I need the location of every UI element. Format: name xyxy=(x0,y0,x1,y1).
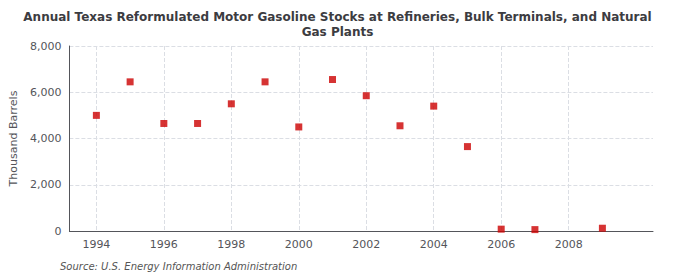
svg-text:6,000: 6,000 xyxy=(30,86,62,99)
svg-text:1994: 1994 xyxy=(82,238,110,251)
svg-text:2006: 2006 xyxy=(487,238,515,251)
svg-text:2,000: 2,000 xyxy=(30,178,62,191)
svg-text:Gas Plants: Gas Plants xyxy=(302,25,374,39)
svg-text:Thousand Barrels: Thousand Barrels xyxy=(7,90,20,187)
svg-text:1996: 1996 xyxy=(150,238,178,251)
svg-text:Source: U.S. Energy Informatio: Source: U.S. Energy Information Administ… xyxy=(60,261,297,272)
svg-text:8,000: 8,000 xyxy=(30,40,62,53)
svg-text:4,000: 4,000 xyxy=(30,132,62,145)
svg-text:1998: 1998 xyxy=(217,238,245,251)
svg-text:2008: 2008 xyxy=(555,238,583,251)
svg-text:Annual Texas Reformulated Moto: Annual Texas Reformulated Motor Gasoline… xyxy=(23,10,651,24)
svg-text:2004: 2004 xyxy=(420,238,448,251)
svg-text:2000: 2000 xyxy=(285,238,313,251)
svg-text:0: 0 xyxy=(54,225,61,238)
svg-text:2002: 2002 xyxy=(352,238,380,251)
